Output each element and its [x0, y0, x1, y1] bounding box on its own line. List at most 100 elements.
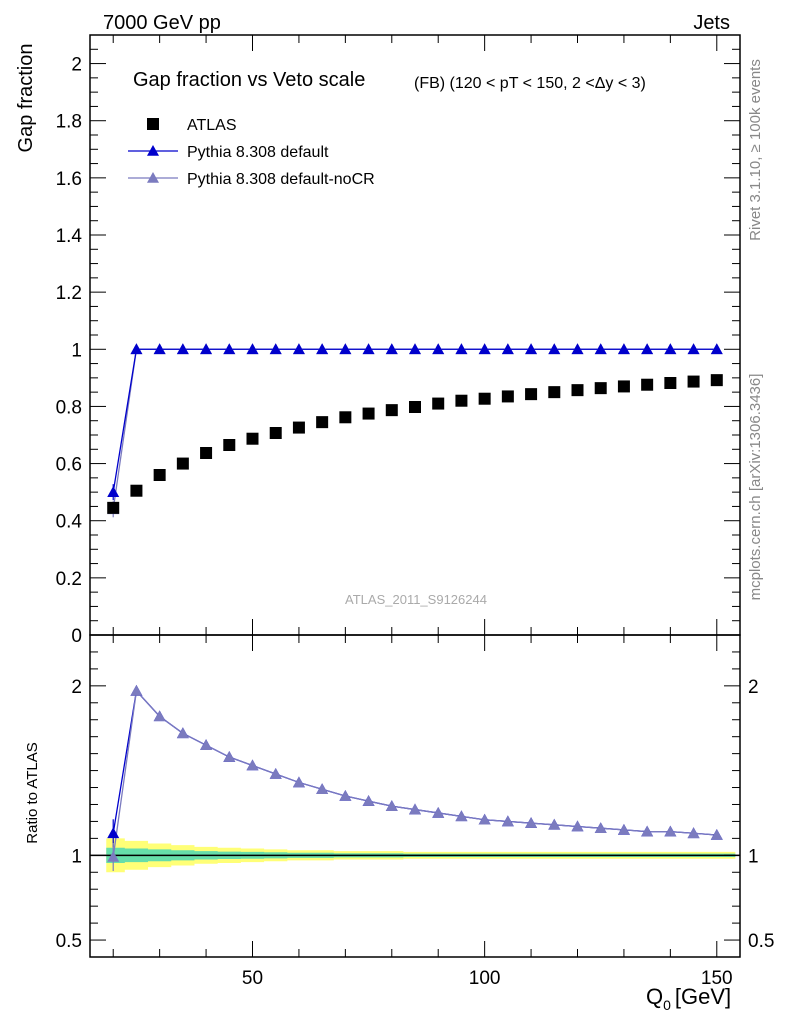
ratio-frame [89, 634, 741, 958]
mc-point [478, 343, 491, 355]
atlas-data-point [548, 386, 561, 399]
main-y-tick-label: 1 [71, 340, 82, 361]
atlas-data-point [710, 374, 723, 387]
atlas-data-point [107, 501, 120, 514]
atlas-data-point [316, 416, 329, 429]
ratio-point [617, 823, 630, 835]
chart-title: Gap fraction vs Veto scale [133, 69, 365, 91]
ratio-point [409, 803, 421, 815]
main-series [107, 343, 723, 518]
ratio-point [710, 828, 723, 840]
ratio-point [153, 710, 166, 722]
atlas-data-point [664, 377, 677, 389]
main-y-tick-label: 0.6 [56, 455, 82, 476]
ratio-point [130, 684, 143, 696]
atlas-data-point [200, 447, 213, 459]
chart-subtitle: (FB) (120 < pT < 150, 2 <Δy < 3) [414, 75, 646, 92]
main-y-tick-label: 1.8 [56, 112, 82, 133]
atlas-data-point [153, 469, 166, 481]
mc-point [269, 343, 282, 355]
ratio-x-tick-label: 50 [242, 968, 263, 989]
atlas-data-point [223, 439, 236, 451]
ratio-point [200, 739, 213, 750]
analysis-watermark: ATLAS_2011_S9126244 [345, 592, 487, 607]
ratio-band [90, 838, 740, 873]
mc-point [594, 343, 607, 355]
mc-point [339, 343, 352, 355]
main-ticks: 0 0.2 0.4 0.6 0.8 1 1.2 1.4 1.6 1.8 2 [56, 35, 740, 647]
ratio-point [176, 727, 189, 739]
ratio-point [269, 767, 282, 779]
ratio-y-tick-label-right: 1 [748, 846, 759, 867]
ratio-point [107, 851, 120, 862]
ratio-point [664, 825, 677, 837]
ratio-y-tick-label-right: 0.5 [748, 931, 774, 952]
mc-point [316, 343, 329, 355]
mc-point [153, 343, 166, 355]
main-y-tick-label: 2 [71, 55, 82, 76]
ratio-point [501, 815, 514, 827]
atlas-data-point [571, 384, 584, 397]
mc-point [548, 343, 561, 355]
ratio-point [339, 790, 352, 801]
mc-line-1 [112, 348, 717, 493]
atlas-data-point [594, 382, 607, 395]
legend-marker-atlas [147, 118, 159, 130]
mc-point [617, 343, 630, 355]
ratio-point [478, 813, 491, 825]
mc-point [687, 343, 700, 355]
atlas-data-point [409, 401, 421, 413]
ratio-x-tick-label: 150 [701, 968, 733, 989]
main-y-tick-label: 1.2 [56, 283, 82, 304]
ratio-point [548, 818, 561, 830]
ratio-y-tick-label-left: 0.5 [56, 931, 82, 952]
atlas-data-point [641, 378, 654, 391]
main-y-tick-label: 0 [71, 626, 82, 647]
ratio-point [107, 827, 120, 839]
mc-point [292, 343, 305, 355]
legend-label: Pythia 8.308 default-noCR [187, 171, 375, 188]
atlas-data-point [130, 484, 143, 497]
ratio-point [223, 751, 236, 762]
atlas-data-point [687, 375, 700, 388]
ratio-y-axis-label: Ratio to ATLAS [24, 742, 41, 843]
ratio-y-tick-label-left: 2 [71, 677, 82, 698]
ratio-y-tick-label-right: 2 [748, 677, 759, 698]
ratio-point [687, 827, 700, 839]
ratio-y-tick-label-left: 1 [71, 846, 82, 867]
mc-line-2 [112, 348, 717, 510]
main-y-tick-label: 0.2 [56, 569, 82, 590]
mc-point [664, 343, 677, 355]
mc-point [409, 343, 421, 355]
mc-point [246, 343, 259, 355]
atlas-data-point [176, 457, 189, 470]
ratio-panel: 0.5 0.5 1 1 2 2 50 100 150 Ratio to ATLAS Q0 [GeV… [24, 634, 774, 1013]
mc-point [385, 343, 398, 355]
legend-label: Pythia 8.308 default [187, 144, 329, 161]
ratio-point [292, 776, 305, 788]
mc-point [176, 343, 189, 355]
main-y-tick-label: 0.4 [56, 512, 83, 533]
mc-point [641, 343, 654, 355]
header-right: Jets [693, 12, 730, 34]
ratio-point [362, 795, 375, 806]
ratio-point [246, 759, 259, 771]
atlas-data-point [292, 421, 305, 434]
main-panel: Gap fraction vs Veto scale (FB) (120 < p… [15, 34, 741, 647]
ratio-point [641, 825, 654, 837]
main-y-tick-label: 0.8 [56, 397, 82, 418]
legend-marker [147, 145, 159, 156]
atlas-data-point [525, 388, 538, 401]
atlas-data-point [501, 390, 514, 403]
atlas-data-point [385, 404, 398, 417]
atlas-data-point [246, 432, 259, 445]
ratio-point [594, 822, 607, 833]
ratio-series [107, 684, 723, 872]
mc-point [455, 343, 468, 355]
ratio-point [571, 820, 584, 832]
mcplots-label: mcplots.cern.ch [arXiv:1306.3436] [747, 374, 764, 601]
ratio-point [525, 817, 538, 828]
atlas-data-point [432, 397, 445, 410]
ratio-x-tick-label: 100 [469, 968, 501, 989]
